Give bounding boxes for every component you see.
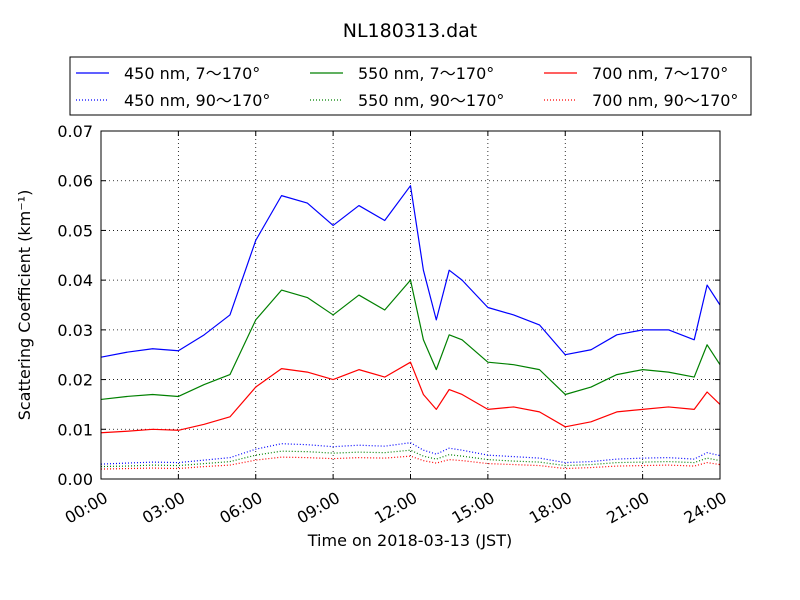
y-axis-label: Scattering Coefficient (km⁻¹)	[15, 190, 34, 421]
series-line-5	[100, 455, 721, 470]
legend-label: 550 nm, 7～170°	[358, 64, 494, 83]
series-line-0	[100, 185, 721, 358]
series-line-2	[100, 279, 721, 401]
y-tick-label: 0.05	[57, 221, 93, 240]
legend: 450 nm, 7～170° 450 nm, 90～170° 550 nm, 7～1…	[69, 56, 752, 116]
y-tick-label: 0.07	[57, 122, 93, 141]
series-layer	[100, 185, 721, 470]
legend-label: 450 nm, 90～170°	[124, 91, 270, 110]
legend-label: 450 nm, 7～170°	[124, 64, 260, 83]
series-line-4	[100, 361, 721, 434]
legend-label: 700 nm, 7～170°	[592, 64, 728, 83]
legend-label: 700 nm, 90～170°	[592, 91, 738, 110]
x-axis-label: Time on 2018-03-13 (JST)	[307, 531, 512, 550]
series-line-1	[100, 442, 721, 465]
y-tick-label: 0.04	[57, 271, 93, 290]
legend-frame	[69, 56, 752, 116]
y-tick-label: 0.00	[57, 470, 93, 489]
y-tick-label: 0.03	[57, 321, 93, 340]
chart-title: NL180313.dat	[343, 20, 478, 42]
y-tick-label: 0.01	[57, 420, 93, 439]
y-tick-label: 0.06	[57, 172, 93, 191]
y-tick-label: 0.02	[57, 371, 93, 390]
legend-label: 550 nm, 90～170°	[358, 91, 504, 110]
